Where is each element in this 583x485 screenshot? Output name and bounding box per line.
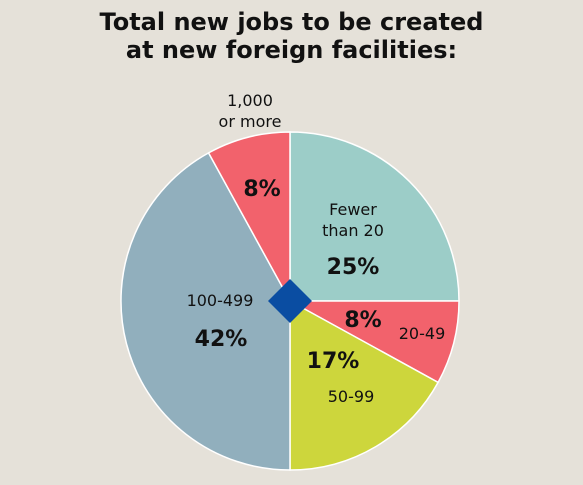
slice-label-3: 100-499 xyxy=(187,291,254,310)
pie-slice-0 xyxy=(289,131,460,302)
center-marker xyxy=(268,279,312,323)
slice-value-label-4: 8% xyxy=(243,177,280,202)
slice-label-1: 20-49 xyxy=(399,324,446,343)
pie-slice-3 xyxy=(120,151,291,471)
slice-label-4: 1,000 or more xyxy=(219,91,282,131)
chart-title-line-1: Total new jobs to be created xyxy=(99,8,484,36)
chart-title: Total new jobs to be created at new fore… xyxy=(0,8,583,64)
slice-value-label-2: 17% xyxy=(307,349,360,374)
slice-value-label-3: 42% xyxy=(195,327,248,352)
slice-value-label-0: 25% xyxy=(327,255,380,280)
pie-slice-4 xyxy=(207,131,291,302)
chart-title-line-2: at new foreign facilities: xyxy=(125,36,458,64)
slice-label-2: 50-99 xyxy=(328,387,375,406)
slice-value-label-1: 8% xyxy=(344,308,381,333)
pie-slice-2 xyxy=(289,299,440,471)
slice-label-0: Fewer than 20 xyxy=(322,200,384,240)
